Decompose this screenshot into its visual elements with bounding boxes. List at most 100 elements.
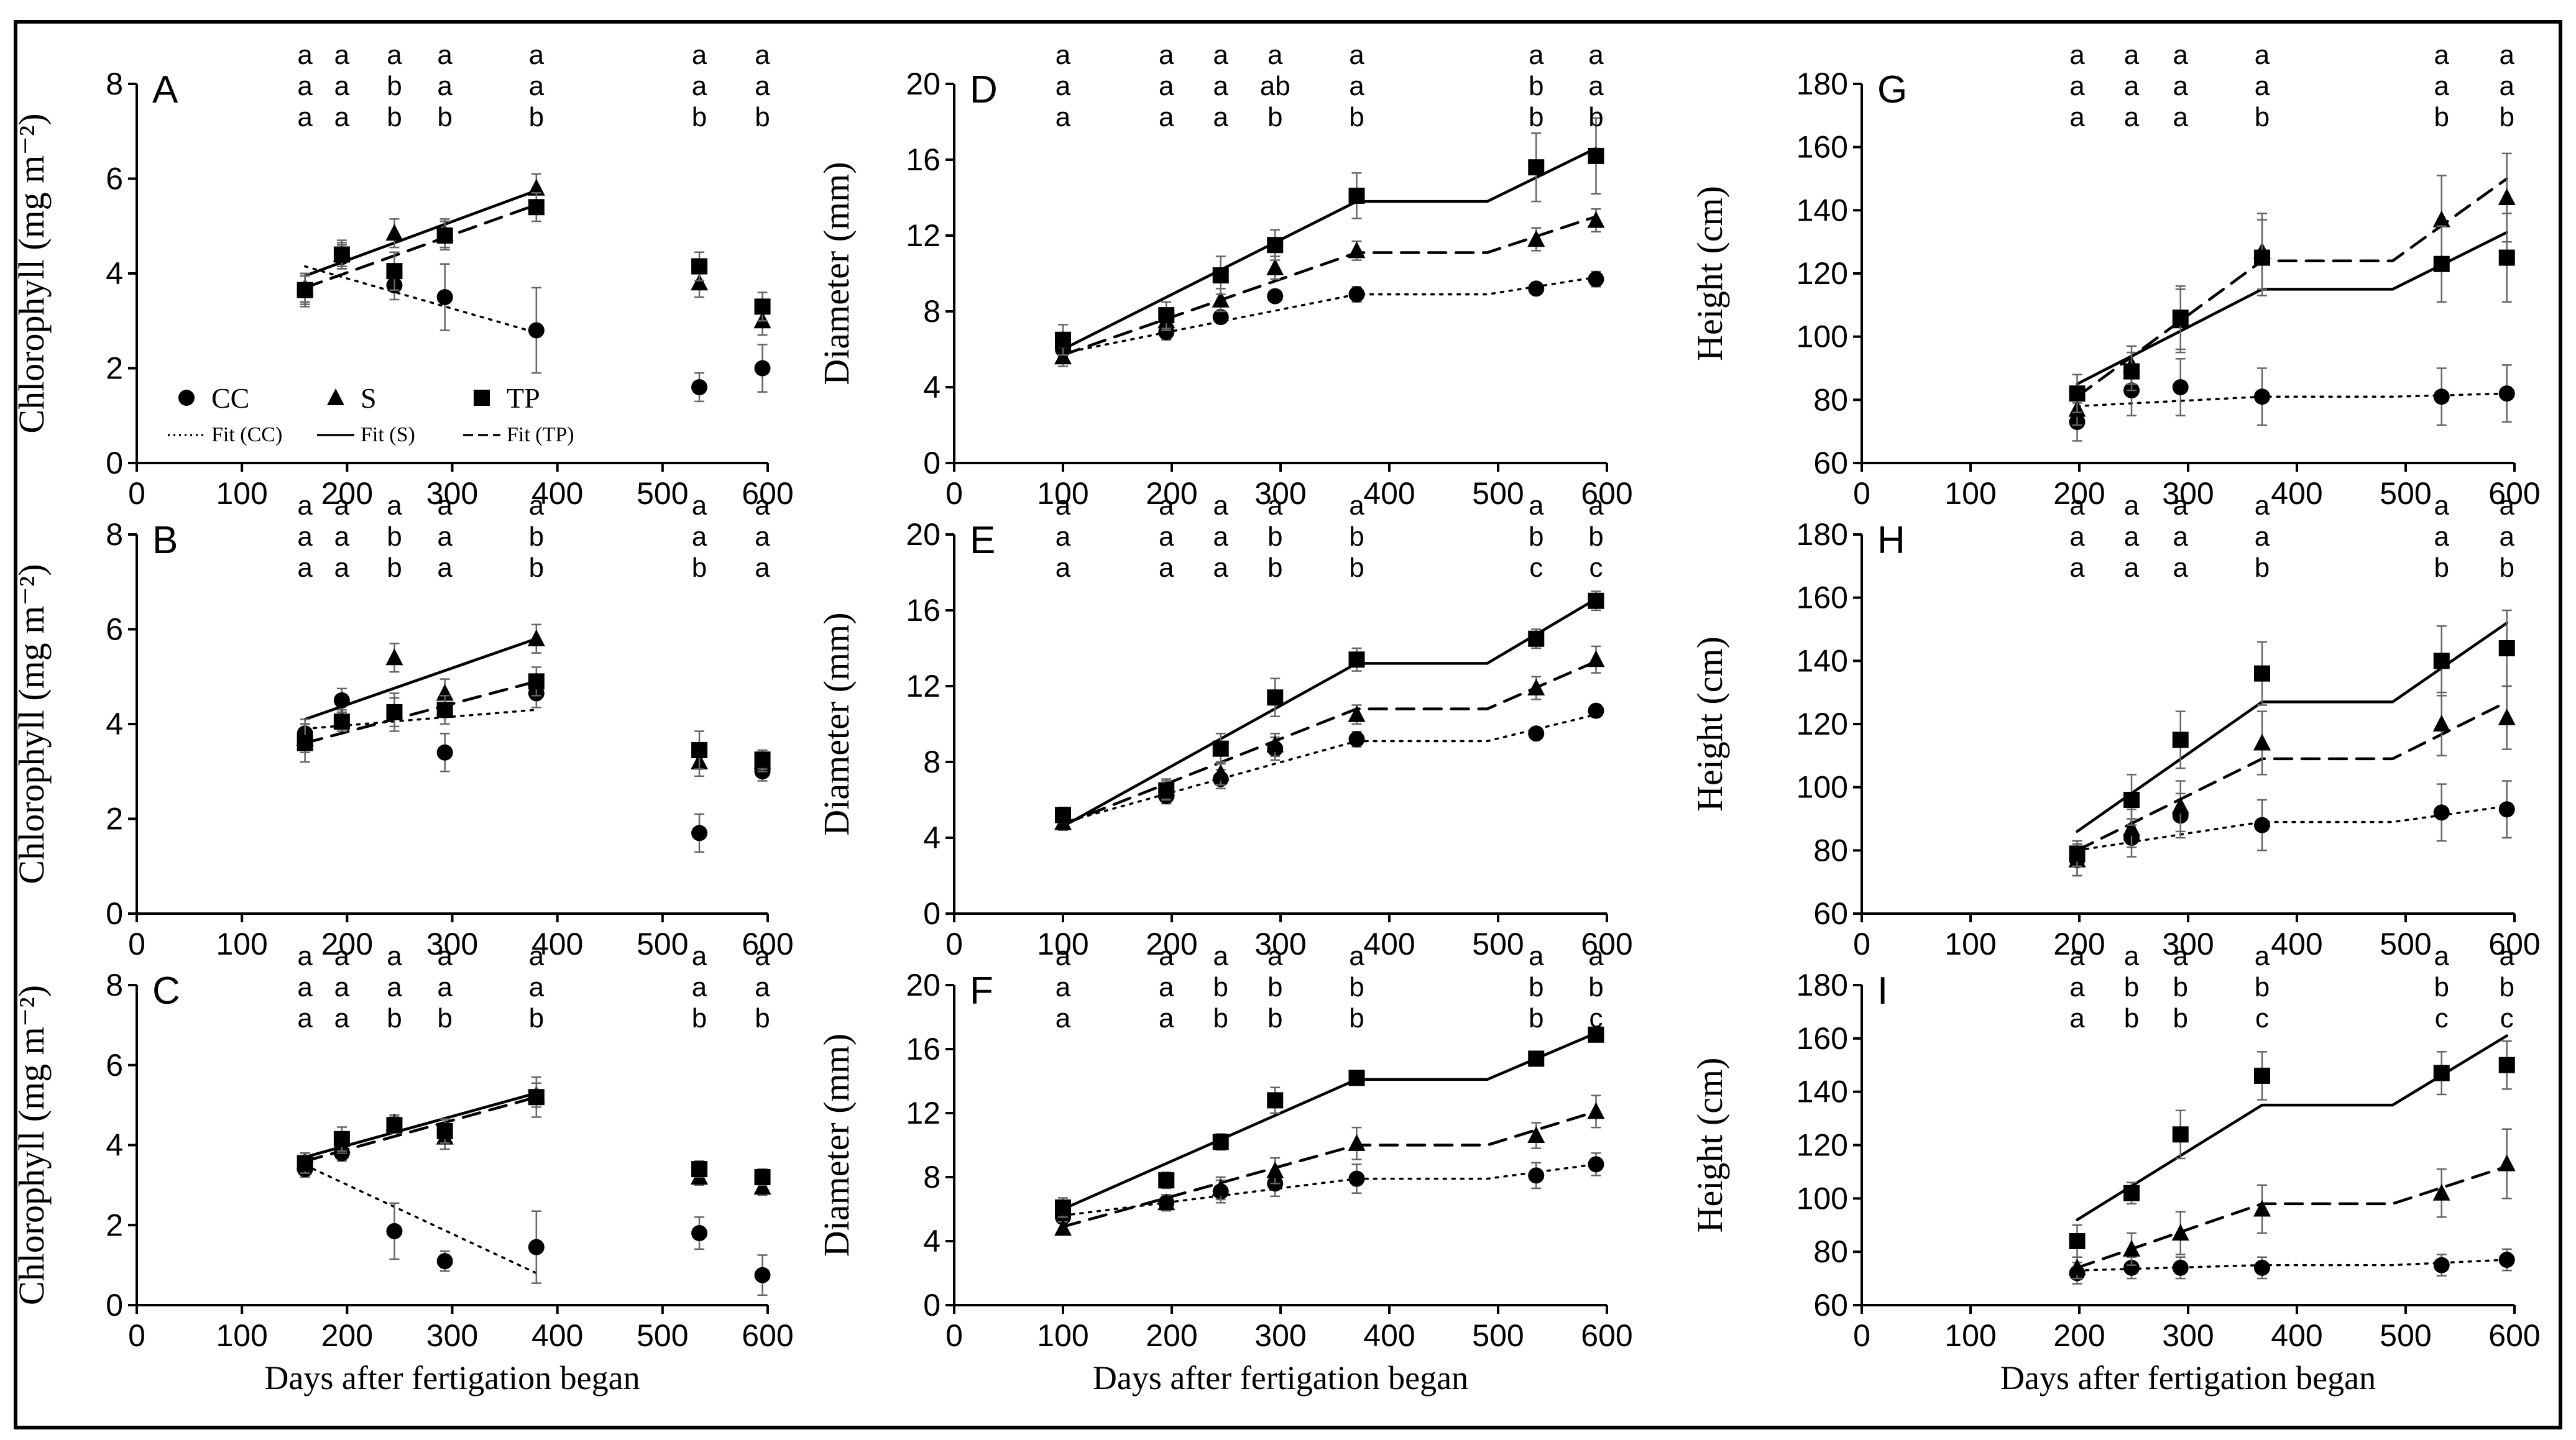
significance-letter: a xyxy=(2173,941,2189,971)
significance-letter: a xyxy=(1213,71,1229,101)
significance-letter: a xyxy=(1213,521,1229,552)
panel-letter: C xyxy=(152,970,180,1012)
fit-line-fitcc xyxy=(1062,276,1598,354)
y-tick-label: 0 xyxy=(106,896,123,931)
y-tick-label: 12 xyxy=(906,1096,941,1130)
significance-letter: a xyxy=(1056,1003,1071,1034)
legend-fit-label: Fit (TP) xyxy=(507,423,574,446)
y-tick-label: 2 xyxy=(106,351,123,386)
data-point-s xyxy=(2171,1224,2189,1241)
y-tick-label: 140 xyxy=(1796,643,1848,678)
y-tick-label: 0 xyxy=(106,446,123,480)
data-point-tp xyxy=(2433,653,2450,669)
data-point-s xyxy=(2123,819,2140,836)
significance-letter: b xyxy=(387,71,402,101)
y-tick-label: 80 xyxy=(1813,833,1848,868)
data-point-cc xyxy=(1348,731,1365,748)
panel-letter: D xyxy=(970,68,998,111)
data-point-cc xyxy=(754,1267,771,1283)
data-point-tp xyxy=(1267,689,1284,706)
significance-letter: a xyxy=(2434,941,2450,971)
data-point-s xyxy=(385,648,403,666)
x-tick-label: 500 xyxy=(637,1318,688,1353)
chart-panel-a: 0 2 4 6 8 0 100 200 300 400 500 600 Chlorophyll (mg … xyxy=(11,40,794,511)
significance-letter: a xyxy=(297,71,313,101)
significance-letter: b xyxy=(2434,972,2449,1002)
panel-letter: B xyxy=(152,519,178,562)
significance-letter: a xyxy=(2124,40,2140,70)
chart-panel-h: 60 80 100 120 140 160 180 0 100 200 300 400 500 600 He… xyxy=(1690,490,2541,961)
y-axis-label: Diameter (mm) xyxy=(816,1034,857,1257)
x-tick-label: 600 xyxy=(1581,476,1632,511)
significance-letter: a xyxy=(297,972,313,1002)
x-tick-label: 400 xyxy=(1363,476,1415,511)
significance-letter: a xyxy=(1529,490,1544,521)
significance-letter: a xyxy=(1056,102,1071,132)
x-tick-label: 400 xyxy=(531,927,583,961)
y-tick-label: 20 xyxy=(906,517,941,552)
significance-letter: a xyxy=(2069,972,2085,1002)
significance-letter: a xyxy=(1159,40,1174,70)
significance-letter: b xyxy=(1267,553,1282,583)
y-tick-label: 80 xyxy=(1813,382,1848,417)
significance-letter: b xyxy=(387,521,402,552)
data-point-cc xyxy=(2433,1257,2450,1273)
y-tick-label: 100 xyxy=(1796,770,1848,805)
significance-letter: b xyxy=(1529,972,1543,1002)
data-point-s xyxy=(1587,211,1605,228)
y-tick-label: 100 xyxy=(1796,319,1848,354)
data-point-tp xyxy=(528,199,545,216)
significance-letter: a xyxy=(2124,490,2140,521)
significance-letter: a xyxy=(437,941,453,971)
x-tick-label: 600 xyxy=(742,927,793,961)
data-point-tp xyxy=(2498,640,2515,656)
data-point-s xyxy=(753,1178,771,1195)
significance-letter: a xyxy=(2500,490,2515,521)
chart-panel-c: 0 2 4 6 8 0 100 200 300 400 500 600 Chlorophyll (mg … xyxy=(11,941,794,1396)
significance-letter: b xyxy=(1529,1003,1543,1034)
data-point-cc xyxy=(1348,286,1365,303)
legend-marker-cc xyxy=(178,390,195,406)
data-point-s xyxy=(2253,733,2271,751)
data-point-cc xyxy=(691,825,708,842)
data-point-tp xyxy=(2433,255,2450,272)
data-point-s xyxy=(2068,1258,2086,1275)
significance-letter: a xyxy=(437,553,453,583)
fit-line-fittp xyxy=(2076,177,2509,398)
data-point-tp xyxy=(2123,792,2140,808)
x-tick-label: 300 xyxy=(2162,1318,2214,1353)
x-tick-label: 300 xyxy=(2162,476,2214,511)
significance-letter: a xyxy=(2124,102,2140,132)
fit-line-fittp xyxy=(2076,700,2509,852)
x-tick-label: 600 xyxy=(2488,927,2540,961)
legend-fit-label: Fit (CC) xyxy=(211,423,282,446)
data-point-tp xyxy=(2172,1126,2189,1143)
data-point-s xyxy=(1054,1219,1072,1236)
legend-marker-tp xyxy=(474,390,490,406)
y-axis-label: Diameter (mm) xyxy=(816,162,857,385)
significance-letter: a xyxy=(387,40,402,70)
significance-letter: a xyxy=(2255,941,2270,971)
fit-line-fits xyxy=(2076,621,2509,833)
x-tick-label: 400 xyxy=(531,476,583,511)
significance-letter: b xyxy=(1588,521,1603,552)
data-point-cc xyxy=(2172,379,2189,395)
data-point-tp xyxy=(1348,1070,1365,1086)
x-tick-label: 0 xyxy=(1853,1318,1870,1353)
significance-letter: b xyxy=(2255,102,2270,132)
x-tick-label: 100 xyxy=(216,927,267,961)
x-tick-label: 600 xyxy=(742,476,793,511)
significance-letter: a xyxy=(2124,941,2140,971)
panel-letter: F xyxy=(970,970,993,1012)
data-point-cc xyxy=(1588,1156,1604,1173)
y-tick-label: 160 xyxy=(1796,1021,1848,1056)
significance-letter: a xyxy=(755,941,770,971)
data-point-s xyxy=(2498,188,2516,205)
y-tick-label: 16 xyxy=(906,142,941,177)
significance-letter: b xyxy=(1267,972,1282,1002)
data-point-cc xyxy=(2433,804,2450,821)
significance-letter: a xyxy=(2434,521,2450,552)
significance-letter: c xyxy=(2255,1003,2269,1034)
x-tick-label: 500 xyxy=(1472,1318,1524,1353)
data-point-cc xyxy=(1528,1167,1545,1184)
